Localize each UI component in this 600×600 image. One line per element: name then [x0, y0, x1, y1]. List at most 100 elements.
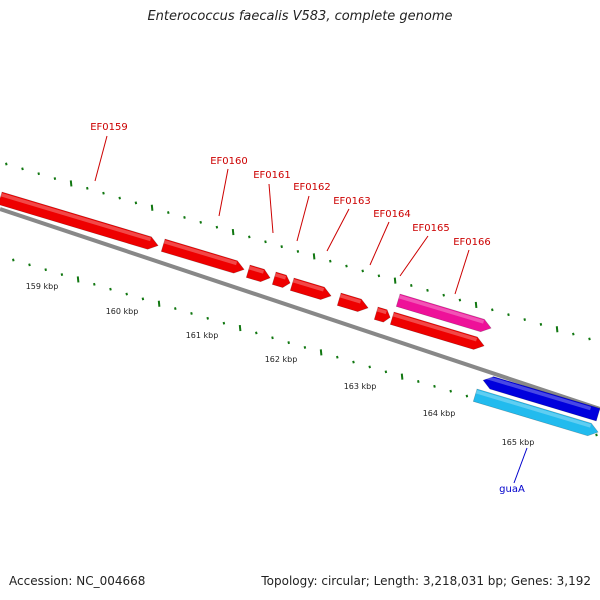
- features[interactable]: [0, 191, 600, 438]
- outer-tick: [69, 180, 73, 187]
- scale-label: 162 kbp: [265, 355, 298, 364]
- leader-line: [296, 195, 310, 242]
- gene-ef0160[interactable]: [160, 238, 246, 276]
- leader-line: [454, 249, 470, 295]
- leader-line: [513, 447, 528, 484]
- gene-label: EF0164: [373, 209, 411, 220]
- gene-ef0161[interactable]: [245, 264, 272, 284]
- scale-label: 161 kbp: [186, 331, 219, 340]
- gene-ef0166[interactable]: [389, 311, 486, 352]
- outer-tick: [329, 259, 332, 263]
- outer-tick: [102, 191, 105, 195]
- scale-labels: 159 kbp 160 kbp 161 kbp 162 kbp 163 kbp 164 k…: [26, 282, 535, 447]
- gene-ef0166-highlight: [392, 312, 478, 342]
- outer-tick: [555, 326, 559, 333]
- inner-tick: [595, 433, 598, 437]
- gene-ef0164b[interactable]: [373, 306, 392, 324]
- outer-tick: [491, 308, 494, 312]
- outer-tick: [248, 235, 251, 239]
- leader-line: [369, 221, 390, 266]
- inner-tick: [368, 365, 371, 369]
- scale-label: 163 kbp: [344, 382, 377, 391]
- outer-tick: [393, 277, 397, 284]
- outer-tick: [199, 220, 202, 224]
- backbone: [0, 207, 600, 411]
- gene-ef0159-highlight: [0, 192, 152, 242]
- gene-ef0164b-highlight: [376, 307, 387, 315]
- outer-tick: [215, 225, 219, 229]
- gene-ef0164-highlight: [339, 293, 362, 304]
- outer-tick: [86, 186, 89, 190]
- inner-tick: [433, 384, 436, 388]
- outer-tick: [474, 301, 478, 309]
- outer-tick: [5, 162, 8, 166]
- gene-label: EF0166: [453, 237, 491, 248]
- outer-tick: [53, 177, 57, 181]
- gene-label: guaA: [499, 484, 525, 495]
- gene-guaA[interactable]: [472, 388, 600, 438]
- inner-tick: [125, 292, 128, 296]
- gene-ef0161-highlight: [248, 265, 265, 274]
- inner-tick: [352, 360, 355, 364]
- outer-tick: [296, 250, 300, 253]
- gene-label: EF0162: [293, 182, 331, 193]
- inner-tick: [93, 282, 96, 286]
- inner-tick: [206, 316, 209, 320]
- inner-tick: [190, 312, 193, 315]
- gene-reverse-blue-highlight: [483, 374, 592, 411]
- inner-tick: [287, 341, 290, 345]
- outer-tick: [426, 288, 429, 292]
- gene-ef0164[interactable]: [336, 292, 370, 314]
- gene-label: EF0160: [210, 156, 248, 167]
- outer-tick: [345, 264, 348, 268]
- label-leaders: [94, 135, 528, 484]
- outer-tick: [37, 172, 40, 176]
- outer-tick: [410, 284, 413, 287]
- gene-ef0163-highlight: [292, 278, 325, 292]
- gene-ef0162[interactable]: [271, 271, 292, 289]
- gene-ef0159[interactable]: [0, 191, 160, 252]
- outer-tick: [280, 245, 283, 249]
- backbone-line: [0, 207, 600, 411]
- inner-tick: [28, 263, 31, 267]
- outer-tick: [312, 253, 316, 260]
- gene-label: EF0161: [253, 170, 291, 181]
- outer-tick-marks: [5, 162, 591, 341]
- inner-tick: [449, 389, 452, 393]
- outer-tick: [458, 298, 462, 302]
- outer-tick: [588, 337, 591, 341]
- gene-label: EF0159: [90, 122, 128, 133]
- genome-summary: Topology: circular; Length: 3,218,031 bp…: [261, 574, 591, 588]
- outer-tick: [231, 228, 235, 236]
- map-title: Enterococcus faecalis V583, complete gen…: [147, 9, 453, 24]
- outer-tick: [361, 269, 364, 273]
- inner-tick: [76, 276, 80, 283]
- outer-tick: [21, 167, 24, 171]
- outer-tick: [134, 201, 138, 205]
- gene-ef0165-highlight: [398, 294, 485, 324]
- gene-ef0160-highlight: [163, 239, 238, 266]
- outer-tick: [150, 204, 154, 211]
- inner-tick: [222, 321, 226, 325]
- gene-label: EF0163: [333, 196, 371, 207]
- inner-tick: [319, 349, 323, 356]
- inner-tick: [238, 324, 242, 332]
- scale-label: 159 kbp: [26, 282, 59, 291]
- accession-label: Accession: NC_004668: [9, 574, 146, 588]
- outer-tick: [377, 274, 381, 278]
- inner-tick: [417, 380, 420, 383]
- gene-ef0163[interactable]: [289, 277, 333, 302]
- inner-tick: [44, 268, 47, 272]
- inner-tick: [109, 287, 112, 291]
- leader-line: [94, 135, 108, 182]
- gene-ef0165[interactable]: [395, 293, 493, 334]
- outer-tick: [539, 322, 543, 326]
- outer-tick: [442, 293, 445, 297]
- inner-tick: [271, 336, 274, 340]
- gene-reverse-blue[interactable]: [481, 374, 600, 422]
- outer-tick: [183, 216, 186, 219]
- leader-line: [268, 183, 274, 234]
- scale-label: 164 kbp: [423, 409, 456, 418]
- outer-tick: [264, 240, 267, 244]
